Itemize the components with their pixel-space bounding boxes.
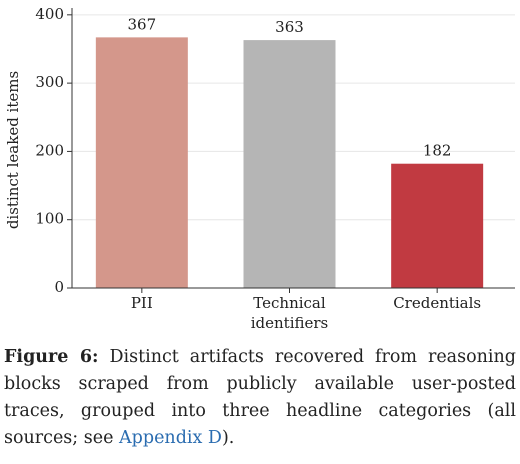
caption-text: Distinct artifacts recovered from reason… bbox=[4, 347, 516, 448]
caption-end: ). bbox=[221, 428, 235, 448]
x-tick-label: PII bbox=[130, 294, 153, 312]
y-tick-label: 100 bbox=[35, 210, 64, 228]
caption-link[interactable]: Appendix D bbox=[119, 428, 222, 448]
data-label: 182 bbox=[423, 142, 452, 160]
bar bbox=[391, 163, 484, 288]
caption-label: Figure 6: bbox=[4, 347, 99, 367]
data-label: 367 bbox=[128, 15, 157, 33]
y-axis-label: distinct leaked items bbox=[4, 71, 22, 229]
x-tick-label: Technical identifiers bbox=[250, 294, 329, 332]
y-tick-label: 300 bbox=[35, 73, 64, 91]
y-tick-label: 200 bbox=[35, 141, 64, 159]
x-tick-label: Credentials bbox=[393, 294, 482, 312]
bar bbox=[243, 40, 336, 288]
bar bbox=[95, 37, 188, 289]
chart: distinct leaked items 0 100 200 300 400 367 36… bbox=[4, 5, 515, 296]
y-tick-label: 0 bbox=[54, 278, 64, 296]
y-tick-label: 400 bbox=[35, 5, 64, 23]
caption: Figure 6: Distinct artifacts recovered f… bbox=[4, 344, 516, 452]
data-label: 363 bbox=[275, 18, 304, 36]
